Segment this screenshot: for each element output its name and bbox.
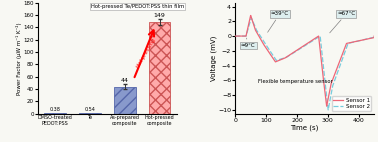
Text: ≈9°C: ≈9°C xyxy=(241,38,256,48)
Bar xyxy=(114,86,136,114)
Sensor 1 xyxy=(292,51,297,53)
Text: Hot-pressed Te/PEDOT:PSS thin film: Hot-pressed Te/PEDOT:PSS thin film xyxy=(91,4,184,9)
Sensor 2 xyxy=(354,40,359,42)
Text: 44: 44 xyxy=(121,78,129,83)
Sensor 2 xyxy=(233,35,237,37)
Bar xyxy=(79,113,101,114)
Y-axis label: Power Factor (μW m⁻¹ K⁻²): Power Factor (μW m⁻¹ K⁻²) xyxy=(16,22,22,95)
Text: Hot pressing: Hot pressing xyxy=(136,38,157,69)
X-axis label: Time (s): Time (s) xyxy=(291,124,319,131)
Sensor 1 xyxy=(248,15,253,16)
Bar xyxy=(149,22,170,114)
Sensor 2 xyxy=(257,34,262,35)
Text: Flexible temperature sensor: Flexible temperature sensor xyxy=(258,79,333,84)
Bar xyxy=(44,113,66,114)
Sensor 1 xyxy=(354,40,359,42)
Sensor 2 xyxy=(249,17,254,18)
Text: ≈67°C: ≈67°C xyxy=(330,11,355,33)
Sensor 2 xyxy=(292,51,297,53)
Sensor 1 xyxy=(324,105,329,107)
Sensor 2 xyxy=(286,55,291,57)
Line: Sensor 1: Sensor 1 xyxy=(235,15,374,106)
Sensor 2 xyxy=(372,35,376,37)
Text: ≈39°C: ≈39°C xyxy=(268,11,289,32)
Sensor 1 xyxy=(249,16,253,18)
Text: 0.38: 0.38 xyxy=(50,107,60,112)
Sensor 2 xyxy=(369,37,374,39)
Sensor 1 xyxy=(233,35,237,37)
Sensor 1 xyxy=(286,55,291,57)
Line: Sensor 2: Sensor 2 xyxy=(235,18,374,110)
Sensor 2 xyxy=(249,17,253,19)
Sensor 1 xyxy=(257,36,262,38)
Text: 0.54: 0.54 xyxy=(84,107,95,112)
Text: 149: 149 xyxy=(154,13,166,18)
Sensor 1 xyxy=(372,35,376,37)
Sensor 2 xyxy=(326,109,330,111)
Y-axis label: Voltage (mV): Voltage (mV) xyxy=(210,36,217,81)
Legend: Sensor 1, Sensor 2: Sensor 1, Sensor 2 xyxy=(332,96,372,111)
Sensor 1 xyxy=(369,37,374,39)
